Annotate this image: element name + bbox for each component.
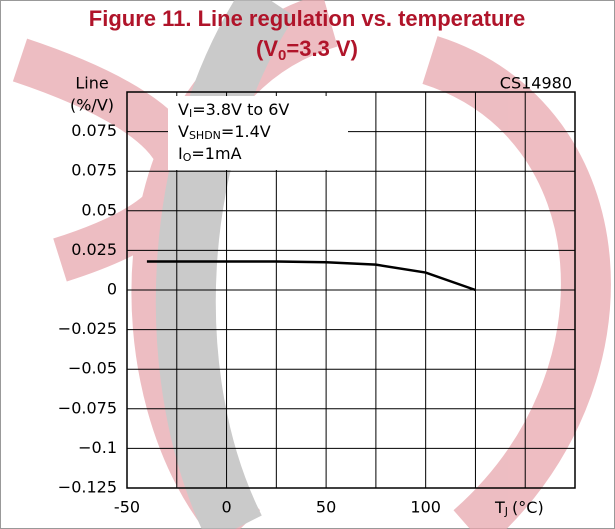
watermark [12, 0, 611, 529]
annotation-main: V [178, 122, 189, 141]
y-tick-label: −0.025 [58, 319, 117, 338]
y-tick-label: −0.1 [78, 438, 117, 457]
figure-code: CS14980 [500, 74, 572, 93]
annotation-sub: SHDN [189, 129, 221, 142]
y-tick-label: −0.05 [68, 359, 117, 378]
y-tick-label: 0.075 [71, 161, 117, 180]
annotation-main: V [178, 100, 189, 119]
y-tick-label: 0 [107, 280, 117, 299]
y-tick-label: 0.025 [71, 240, 117, 259]
annotation-rest: =1.4V [221, 122, 271, 141]
y-label: Line [75, 74, 108, 93]
x-tick-label: 0 [221, 498, 231, 517]
annotation-main: I [178, 144, 183, 163]
y-tick-label: −0.075 [58, 398, 117, 417]
x-tick-label: 50 [316, 498, 336, 517]
annotation-sub: O [183, 151, 192, 164]
annotation-box [168, 96, 348, 170]
chart-title: Figure 11. Line regulation vs. temperatu… [89, 6, 525, 31]
y-tick-label: 0.05 [81, 200, 117, 219]
x-tick-label: 100 [410, 498, 441, 517]
annotation: IO=1mA [178, 144, 242, 165]
line [146, 260, 476, 292]
annotation: VI=3.8V to 6V [178, 100, 289, 121]
annotation-rest: =3.8V to 6V [192, 100, 289, 119]
y-tick-label: −0.125 [58, 478, 117, 497]
x-tick-label: -50 [114, 498, 140, 517]
y-tick-label: 0.075 [71, 121, 117, 140]
annotation-sub: I [189, 107, 192, 120]
y-label: (%/V) [70, 96, 114, 115]
chart-subtitle: (V0=3.3 V) [256, 36, 358, 64]
x-label: TJ (°C) [494, 498, 544, 519]
annotation: VSHDN=1.4V [178, 122, 271, 143]
annotation-rest: =1mA [191, 144, 241, 163]
